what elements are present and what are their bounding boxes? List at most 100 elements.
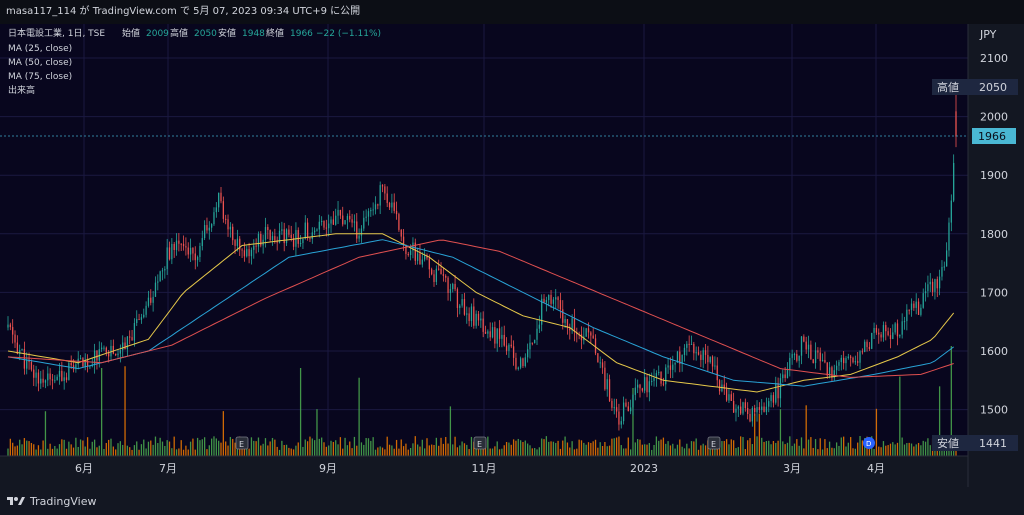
volume-bar [353,436,356,456]
volume-bar [14,446,16,456]
candle-body [491,327,494,338]
candle-body [922,293,924,308]
candle-body [463,298,466,315]
volume-bar [489,448,491,456]
price-tick-label: 1600 [980,345,1008,358]
candle-body [548,294,550,301]
volume-bar [861,440,864,456]
candle-body [690,343,693,345]
candle-body [857,361,859,363]
price-chart[interactable]: 日本電設工業, 1日, TSE 始値 2009 高値 2050 安値 1948 … [0,24,1024,487]
candle-body [709,356,711,363]
candle-body [515,357,517,369]
earnings-marker[interactable] [707,436,721,450]
candle-body [271,236,274,240]
candle-body [508,344,510,351]
candle-body [54,380,56,382]
volume-bar [805,405,807,456]
volume-bar [812,447,814,456]
candle-body [498,328,501,339]
candle-body [239,238,241,250]
volume-bar [850,437,852,456]
volume-bar [569,447,571,456]
volume-bar [58,444,61,456]
candle-body [810,344,812,360]
volume-bar [431,444,433,456]
volume-bar [72,447,75,456]
candle-body [306,222,309,239]
time-tick-label: 6月 [75,462,93,475]
volume-bar [136,441,138,456]
price-scale[interactable] [969,24,1024,487]
volume-bar [117,443,119,456]
volume-bar [803,448,805,456]
volume-bar [644,444,646,456]
volume-bar [608,445,611,456]
volume-bar [100,368,103,456]
candle-body [288,229,290,235]
candle-body [344,220,346,225]
candle-body [632,394,634,408]
candle-body [480,318,482,321]
candle-body [531,342,533,344]
volume-bar [91,441,93,456]
candle-body [929,281,931,285]
candle-body [580,334,583,341]
candle-body [512,346,515,358]
candle-body [831,367,833,378]
candle-body [353,221,356,223]
volume-bar [524,440,526,456]
volume-bar [587,442,590,456]
volume-bar [782,441,784,456]
volume-bar [835,442,838,456]
volume-bar [246,446,248,456]
dividend-marker[interactable] [863,437,875,449]
volume-bar [501,448,503,456]
volume-bar [33,444,35,456]
candle-body [447,277,449,293]
volume-bar [26,440,28,456]
volume-bar [882,441,885,456]
volume-bar [187,449,189,456]
candle-body [180,243,182,245]
volume-bar [807,439,810,456]
volume-bar [405,443,407,456]
candle-body [381,185,384,187]
candle-body [934,279,936,292]
candle-body [730,394,732,401]
indicator-ma50: MA (50, close) [8,58,72,68]
candle-body [686,343,688,348]
volume-bar [21,444,23,456]
candle-body [449,289,452,293]
volume-bar [271,437,274,456]
volume-bar [89,448,91,456]
volume-bar [744,449,746,456]
candle-body [681,355,683,364]
volume-bar [873,449,875,456]
volume-bar [491,448,494,456]
candle-body [285,229,288,244]
candle-body [440,269,442,275]
volume-bar [887,445,889,456]
candle-body [489,331,491,338]
candle-body [7,324,9,328]
tradingview-logo[interactable]: TradingView [6,495,96,508]
volume-bar [35,449,37,456]
candle-body [693,343,695,354]
volume-bar [7,448,9,456]
earnings-marker[interactable] [235,436,249,450]
candle-body [466,313,468,315]
volume-bar [775,442,777,456]
price-axis-labels: 1500 1600 1700 1800 1900 2000 2100 [980,52,1008,417]
volume-bar [527,443,529,456]
volume-bar [718,448,721,456]
volume-bar [828,441,831,456]
candle-body [601,362,604,368]
candle-body [468,313,470,322]
candlesticks [7,87,957,431]
volume-bar [356,445,358,456]
candle-body [124,342,126,350]
time-axis-labels[interactable]: 6月 7月 9月 11月 2023 3月 4月 [75,462,885,475]
candle-body [49,373,51,380]
earnings-marker[interactable] [473,436,487,450]
